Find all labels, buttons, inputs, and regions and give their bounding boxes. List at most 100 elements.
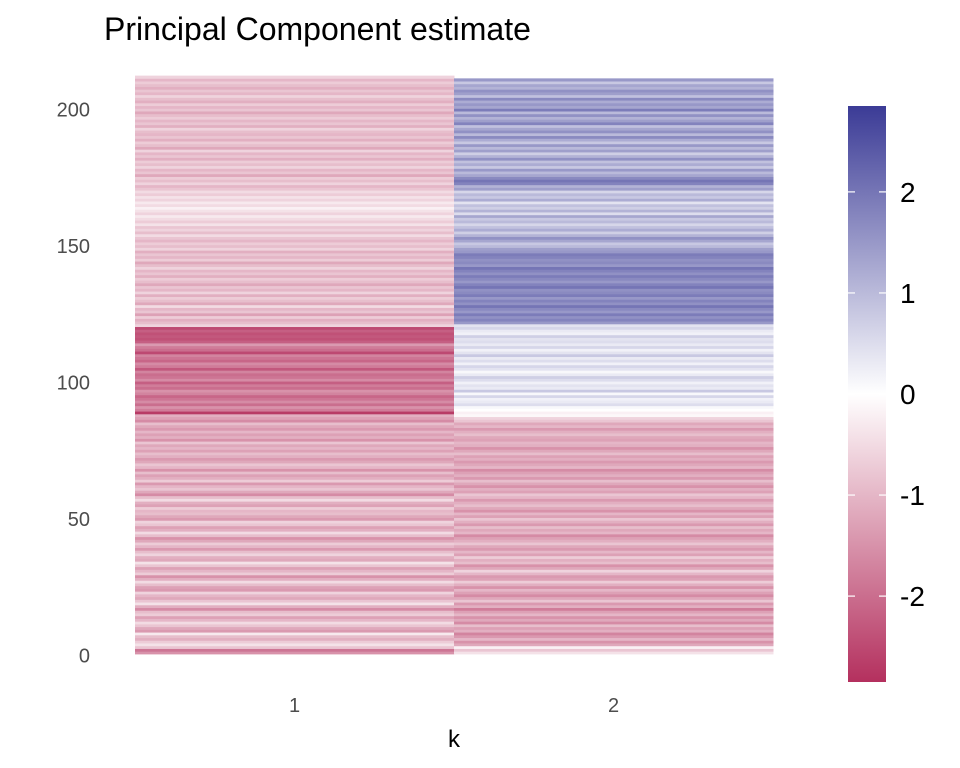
heatmap-cell (454, 261, 774, 265)
heatmap-cell (135, 182, 455, 186)
heatmap-cell (135, 479, 455, 483)
heatmap-cell (454, 520, 774, 524)
heatmap-cell (454, 495, 774, 499)
heatmap-cell (454, 645, 774, 649)
heatmap-cell (454, 83, 774, 87)
heatmap-cell (454, 438, 774, 442)
heatmap-cell (454, 190, 774, 194)
heatmap-cell (135, 427, 455, 431)
heatmap-cell (454, 583, 774, 587)
heatmap-cell (135, 539, 455, 543)
heatmap-cell (135, 441, 455, 445)
heatmap-cell (135, 228, 455, 232)
heatmap-cell (135, 514, 455, 518)
heatmap-cell (135, 569, 455, 573)
heatmap-cell (135, 288, 455, 292)
heatmap-cell (135, 351, 455, 355)
heatmap-cell (454, 623, 774, 628)
heatmap-cell (135, 321, 455, 325)
heatmap-cell (454, 231, 774, 235)
heatmap-cell (135, 531, 455, 535)
heatmap-cell (135, 544, 455, 549)
heatmap-cell (135, 293, 455, 298)
heatmap-cell (135, 370, 455, 374)
colorbar-ticks: -2 -1 0 1 2 (848, 177, 925, 612)
heatmap-cell (135, 342, 455, 347)
heatmap-cell (135, 337, 455, 341)
heatmap-cell (454, 454, 774, 458)
heatmap-cell (454, 362, 774, 366)
heatmap-cell (454, 296, 774, 300)
heatmap-cell (135, 454, 455, 458)
heatmap-cell (135, 171, 455, 175)
color-legend: -2 -1 0 1 2 (848, 106, 925, 682)
heatmap-cell (454, 553, 774, 557)
heatmap-cell (454, 473, 774, 478)
heatmap-cell (454, 94, 774, 98)
heatmap-cell (454, 604, 774, 609)
heatmap-cell (135, 517, 455, 521)
heatmap-cells (135, 75, 774, 655)
heatmap-cell (454, 446, 774, 450)
heatmap-cell (135, 550, 455, 554)
heatmap-cell (135, 468, 455, 472)
heatmap-cell (454, 651, 774, 655)
heatmap-cell (135, 443, 455, 448)
heatmap-cell (454, 146, 774, 150)
heatmap-cell (454, 591, 774, 595)
heatmap-cell (454, 411, 774, 415)
heatmap-cell (135, 345, 455, 349)
heatmap-cell (454, 626, 774, 630)
heatmap-cell (135, 173, 455, 177)
heatmap-cell (454, 542, 774, 546)
heatmap-cell (454, 124, 774, 128)
heatmap-cell (454, 618, 774, 622)
heatmap-cell (135, 239, 455, 243)
heatmap-cell (454, 154, 774, 158)
colorbar-tick-label: 0 (900, 379, 916, 410)
heatmap-cell (454, 162, 774, 167)
heatmap-cell (135, 165, 455, 169)
heatmap-cell (135, 323, 455, 328)
heatmap-cell (135, 373, 455, 377)
heatmap-cell (454, 288, 774, 292)
heatmap-cell (135, 392, 455, 396)
heatmap-cell (454, 643, 774, 647)
heatmap-cell (454, 471, 774, 475)
heatmap-cell (135, 192, 455, 197)
heatmap-cell (454, 416, 774, 420)
heatmap-cell (454, 593, 774, 598)
chart-title: Principal Component estimate (104, 11, 531, 47)
heatmap-cell (454, 176, 774, 180)
heatmap-cell (454, 367, 774, 371)
heatmap-cell (135, 348, 455, 352)
heatmap-cell (454, 512, 774, 516)
heatmap-cell (454, 342, 774, 347)
heatmap-cell (135, 618, 455, 622)
heatmap-cell (135, 547, 455, 551)
y-tick-label: 50 (68, 509, 90, 531)
heatmap-cell (454, 116, 774, 120)
heatmap-cell (135, 446, 455, 450)
heatmap-cell (454, 389, 774, 393)
heatmap-cell (454, 547, 774, 551)
heatmap-cell (454, 228, 774, 232)
heatmap-cell (135, 179, 455, 183)
heatmap-cell (454, 640, 774, 644)
heatmap-cell (454, 364, 774, 368)
heatmap-cell (135, 536, 455, 540)
heatmap-cell (135, 561, 455, 565)
heatmap-cell (135, 92, 455, 96)
heatmap-cell (135, 408, 455, 412)
heatmap-cell (135, 487, 455, 491)
heatmap-cell (454, 157, 774, 161)
heatmap-cell (135, 231, 455, 235)
heatmap-cell (454, 92, 774, 96)
heatmap-cell (454, 195, 774, 199)
heatmap-cell (135, 566, 455, 570)
heatmap-cell (135, 465, 455, 469)
heatmap-cell (454, 269, 774, 273)
heatmap-cell (135, 498, 455, 502)
heatmap-cell (454, 263, 774, 268)
heatmap-cell (454, 375, 774, 379)
